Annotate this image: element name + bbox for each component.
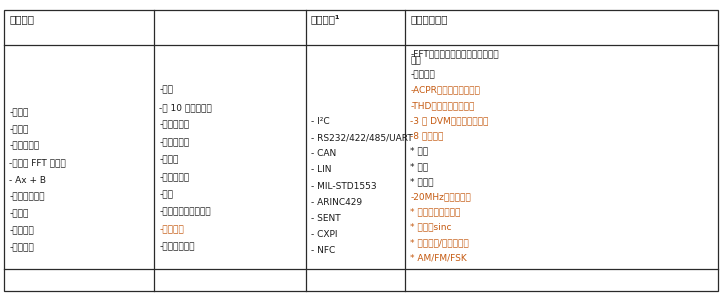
Text: - CXPI: - CXPI [311,230,337,239]
Text: -以 10 为底的指数: -以 10 为底的指数 [159,103,212,112]
Text: - NFC: - NFC [311,246,335,255]
Text: -微分，积分: -微分，积分 [9,142,40,151]
Text: * 正弦波方波、斜波: * 正弦波方波、斜波 [410,207,461,217]
Text: -放大: -放大 [159,190,173,199]
Text: -3 位 DVM（数字电压表）: -3 位 DVM（数字电压表） [410,116,489,125]
Text: -指数: -指数 [159,86,173,94]
Text: 串行分析¹: 串行分析¹ [311,14,340,24]
Text: * 频率: * 频率 [410,147,428,156]
Text: -8 位计数器: -8 位计数器 [410,131,443,140]
Text: - ARINC429: - ARINC429 [311,198,362,207]
Text: - Ax + B: - Ax + B [9,176,46,184]
Text: - LIN: - LIN [311,165,331,174]
Text: -乘，除: -乘，除 [9,125,29,134]
Text: -ACPR（邻近信道功率）: -ACPR（邻近信道功率） [410,86,480,95]
Text: * 周期: * 周期 [410,162,428,171]
Text: - RS232/422/485/UART: - RS232/422/485/UART [311,133,412,142]
Text: -占用带宽: -占用带宽 [410,71,435,80]
Text: -绝对值: -绝对值 [9,209,29,218]
Text: - SENT: - SENT [311,214,340,223]
Text: 其他内置功能: 其他内置功能 [410,14,448,24]
Text: * 累加器: * 累加器 [410,177,434,186]
Text: -最大值和最小值保持: -最大值和最小值保持 [159,208,211,217]
Text: -THD（总谐波失真比）: -THD（总谐波失真比） [410,101,474,110]
Text: -FFT（快速傅立叶变换、幅度、相: -FFT（快速傅立叶变换、幅度、相 [410,49,499,58]
Text: 位）: 位） [410,57,421,66]
Text: -平方，平方根: -平方，平方根 [9,193,45,201]
Text: -20MHz波形发生器: -20MHz波形发生器 [410,192,471,201]
Text: - CAN: - CAN [311,149,336,158]
Text: * AM/FM/FSK: * AM/FM/FSK [410,253,467,262]
Text: -常用对数: -常用对数 [9,226,34,235]
Text: -增强型 FFT 及加窗: -增强型 FFT 及加窗 [9,159,66,168]
Text: -高通滤波器: -高通滤波器 [159,138,190,147]
Text: -逻辑总线图表: -逻辑总线图表 [159,243,195,252]
Text: -平均值: -平均值 [159,155,179,164]
Text: -低通滤波器: -低通滤波器 [159,120,190,130]
Text: - MIL-STD1553: - MIL-STD1553 [311,181,376,190]
FancyBboxPatch shape [4,10,718,291]
Text: 算数运算: 算数运算 [9,14,35,24]
Text: -测量趋势: -测量趋势 [159,225,184,234]
Text: -自然对数: -自然对数 [9,243,34,252]
Text: -加，减: -加，减 [9,108,29,117]
Text: * 指数上升/下降＋其他: * 指数上升/下降＋其他 [410,238,469,247]
Text: - I²C: - I²C [311,117,329,126]
Text: -平滑、包络: -平滑、包络 [159,173,190,182]
Text: * 脉冲、sinc: * 脉冲、sinc [410,223,452,232]
